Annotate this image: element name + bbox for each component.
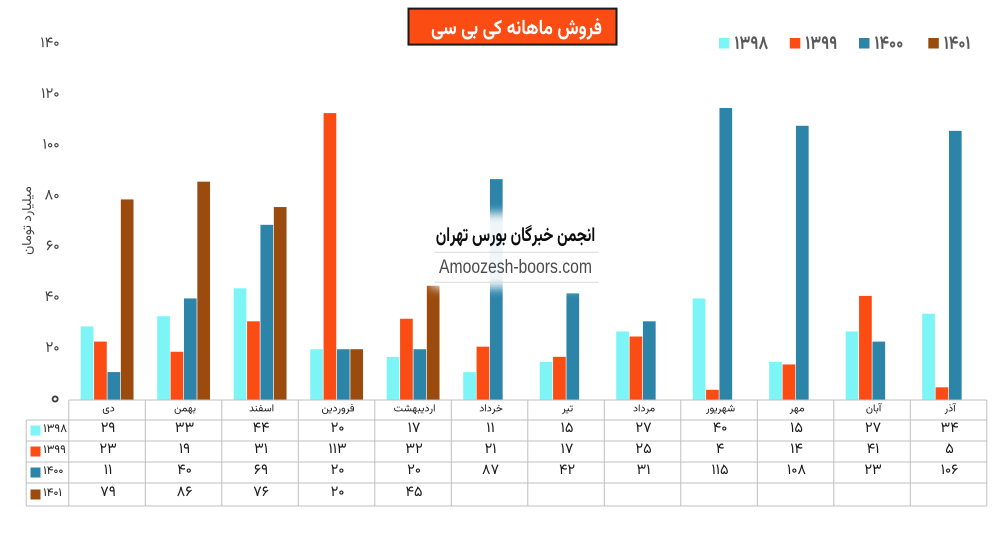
svg-text:Amoozesh-boors.com: Amoozesh-boors.com bbox=[439, 257, 592, 278]
